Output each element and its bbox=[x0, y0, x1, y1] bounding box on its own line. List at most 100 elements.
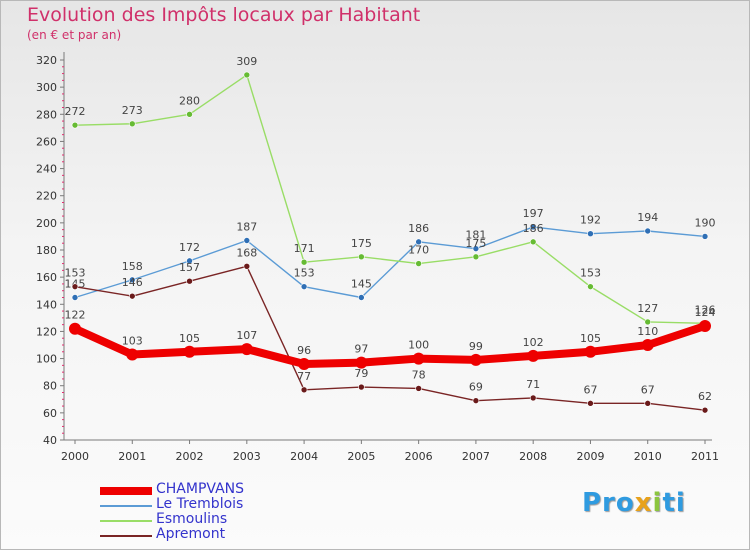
data-label-champvans: 97 bbox=[354, 343, 368, 356]
data-label-champvans: 99 bbox=[469, 340, 483, 353]
y-tick-label: 200 bbox=[36, 217, 57, 230]
data-label-apremont: 62 bbox=[698, 390, 712, 403]
y-tick-label: 120 bbox=[36, 325, 57, 338]
data-label-esmoulins: 127 bbox=[637, 302, 658, 315]
data-point-champvans bbox=[69, 322, 81, 335]
data-point-champvans bbox=[240, 343, 253, 356]
x-tick-label: 2005 bbox=[347, 450, 375, 463]
data-point-le-tremblois bbox=[358, 294, 365, 301]
data-point-le-tremblois bbox=[243, 237, 251, 244]
data-point-le-tremblois bbox=[186, 257, 193, 265]
data-label-apremont: 79 bbox=[354, 367, 368, 380]
data-point-esmoulins bbox=[587, 283, 594, 290]
data-point-apremont bbox=[243, 262, 251, 270]
legend-swatch-le-tremblois bbox=[100, 505, 152, 507]
data-label-le-tremblois: 153 bbox=[294, 267, 315, 280]
y-tick-label: 260 bbox=[36, 135, 57, 148]
legend-label-apremont: Apremont bbox=[156, 526, 226, 542]
data-label-champvans: 105 bbox=[580, 332, 601, 345]
y-tick-label: 280 bbox=[36, 108, 57, 121]
data-label-esmoulins: 171 bbox=[294, 242, 315, 255]
x-tick-label: 2004 bbox=[290, 450, 318, 463]
data-point-apremont bbox=[644, 400, 652, 407]
data-point-champvans bbox=[584, 345, 597, 358]
data-label-esmoulins: 170 bbox=[408, 244, 429, 257]
data-point-esmoulins bbox=[644, 318, 652, 326]
x-tick-label: 2006 bbox=[405, 450, 433, 463]
series-line-champvans bbox=[71, 322, 709, 368]
data-label-apremont: 67 bbox=[583, 383, 597, 396]
data-point-apremont bbox=[71, 283, 79, 290]
y-tick-label: 80 bbox=[43, 380, 57, 393]
data-point-apremont bbox=[472, 397, 480, 404]
data-label-champvans: 105 bbox=[179, 332, 200, 345]
proxiti-logo: Proxiti bbox=[582, 488, 686, 518]
data-point-apremont bbox=[300, 386, 308, 394]
data-point-champvans bbox=[641, 339, 654, 351]
data-point-le-tremblois bbox=[472, 245, 480, 252]
data-point-apremont bbox=[587, 400, 594, 407]
data-point-champvans bbox=[298, 358, 311, 370]
y-tick-label: 180 bbox=[36, 244, 57, 257]
data-label-le-tremblois: 186 bbox=[408, 222, 429, 235]
data-point-champvans bbox=[126, 348, 139, 361]
data-point-apremont bbox=[701, 406, 709, 414]
data-label-le-tremblois: 187 bbox=[236, 221, 257, 234]
data-point-le-tremblois bbox=[71, 294, 79, 301]
data-label-le-tremblois: 192 bbox=[580, 214, 601, 227]
data-point-esmoulins bbox=[300, 258, 308, 266]
data-point-esmoulins bbox=[186, 110, 193, 118]
data-point-esmoulins bbox=[529, 238, 537, 246]
data-label-esmoulins: 273 bbox=[122, 104, 143, 117]
y-tick-label: 60 bbox=[43, 407, 57, 420]
series-line-esmoulins bbox=[74, 74, 706, 324]
legend-swatch-champvans bbox=[100, 487, 152, 495]
data-point-esmoulins bbox=[358, 253, 365, 261]
y-tick-label: 220 bbox=[36, 190, 57, 203]
data-label-le-tremblois: 190 bbox=[695, 216, 716, 229]
series-line-le-tremblois bbox=[74, 226, 706, 299]
x-tick-label: 2011 bbox=[691, 450, 719, 463]
y-tick-label: 240 bbox=[36, 163, 57, 176]
data-label-champvans: 102 bbox=[523, 336, 544, 349]
data-label-le-tremblois: 197 bbox=[523, 207, 544, 220]
y-tick-label: 100 bbox=[36, 353, 57, 366]
legend-item-champvans: CHAMPVANS bbox=[100, 481, 320, 498]
data-label-esmoulins: 309 bbox=[236, 55, 257, 68]
data-point-le-tremblois bbox=[644, 227, 652, 235]
data-label-champvans: 96 bbox=[297, 344, 311, 357]
data-point-le-tremblois bbox=[529, 223, 537, 231]
y-tick-label: 160 bbox=[36, 271, 57, 284]
data-point-le-tremblois bbox=[128, 276, 136, 284]
x-tick-label: 2002 bbox=[176, 450, 204, 463]
legend-swatch-apremont bbox=[100, 535, 152, 537]
data-point-esmoulins bbox=[128, 120, 136, 128]
y-tick-label: 300 bbox=[36, 81, 57, 94]
x-tick-label: 2003 bbox=[233, 450, 261, 463]
data-label-champvans: 122 bbox=[65, 309, 86, 322]
data-point-apremont bbox=[358, 383, 365, 391]
data-label-apremont: 157 bbox=[179, 261, 200, 274]
data-label-champvans: 110 bbox=[637, 325, 658, 338]
data-point-le-tremblois bbox=[300, 283, 308, 290]
data-point-champvans bbox=[183, 345, 196, 358]
data-label-apremont: 168 bbox=[236, 246, 257, 259]
data-label-apremont: 67 bbox=[641, 383, 655, 396]
data-point-esmoulins bbox=[415, 260, 422, 267]
y-tick-label: 140 bbox=[36, 298, 57, 311]
data-label-champvans: 103 bbox=[122, 335, 143, 348]
chart-title: Evolution des Impôts locaux par Habitant bbox=[27, 4, 421, 26]
y-tick-label: 40 bbox=[43, 434, 57, 447]
data-point-le-tremblois bbox=[587, 230, 594, 238]
data-label-esmoulins: 280 bbox=[179, 94, 200, 107]
data-label-le-tremblois: 194 bbox=[637, 211, 658, 224]
data-point-champvans bbox=[699, 320, 711, 332]
legend-item-le-tremblois: Le Tremblois bbox=[100, 496, 320, 513]
data-label-le-tremblois: 158 bbox=[122, 260, 143, 273]
data-label-le-tremblois: 145 bbox=[351, 278, 372, 291]
legend-swatch-esmoulins bbox=[100, 520, 152, 522]
data-point-le-tremblois bbox=[415, 238, 422, 246]
data-point-champvans bbox=[469, 353, 482, 366]
data-label-champvans: 100 bbox=[408, 339, 429, 352]
